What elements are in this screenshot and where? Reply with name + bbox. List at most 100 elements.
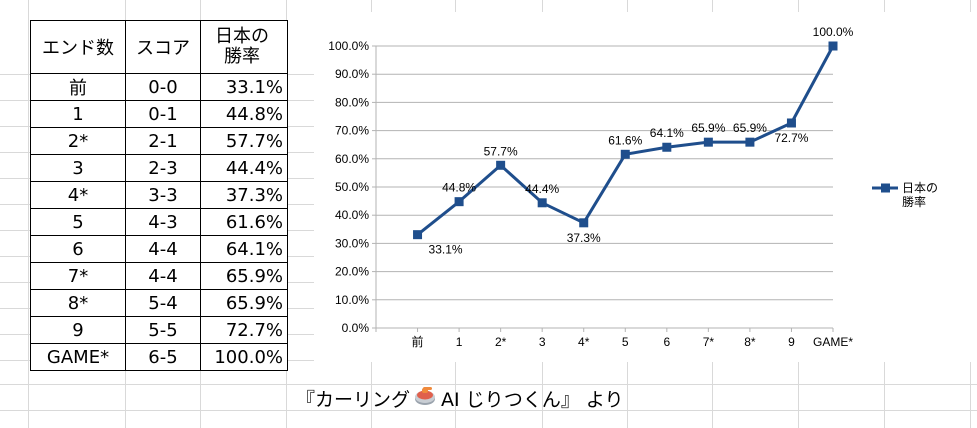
cell-end: 6 <box>30 235 126 263</box>
table-row: 5 4-3 61.6% <box>30 208 288 236</box>
cell-rate: 61.6% <box>200 208 288 236</box>
header-rate-line2: 勝率 <box>224 46 260 67</box>
x-tick-label: 7* <box>703 335 715 349</box>
data-point <box>413 230 423 240</box>
cell-rate: 65.9% <box>200 262 288 290</box>
y-tick-label: 90.0% <box>335 67 369 81</box>
data-point <box>828 41 838 51</box>
cell-rate: 37.3% <box>200 181 288 209</box>
table-row: 8* 5-4 65.9% <box>30 289 288 317</box>
x-tick-label: 前 <box>412 334 424 349</box>
cell-rate: 57.7% <box>200 127 288 155</box>
cell-score: 4-4 <box>125 235 201 263</box>
cell-end: 4* <box>30 181 126 209</box>
x-tick-label: GAME* <box>813 335 853 349</box>
cell-score: 2-3 <box>125 154 201 182</box>
win-rate-chart: 0.0% 10.0% 20.0% 30.0% 40.0% 50.0% 60.0% 70.0% 8… <box>314 12 977 362</box>
cell-end: 8* <box>30 289 126 317</box>
table-row: 3 2-3 44.4% <box>30 154 288 182</box>
cell-rate: 44.8% <box>200 100 288 128</box>
data-label: 37.3% <box>567 231 601 245</box>
cell-end: 5 <box>30 208 126 236</box>
y-tick-label: 80.0% <box>335 95 369 109</box>
header-score: スコア <box>125 20 201 74</box>
data-point <box>662 142 672 152</box>
table-row: 2* 2-1 57.7% <box>30 127 288 155</box>
cell-score: 6-5 <box>125 343 201 371</box>
cell-score: 4-3 <box>125 208 201 236</box>
cell-end: 1 <box>30 100 126 128</box>
x-tick-label: 4* <box>578 335 590 349</box>
table-row: 9 5-5 72.7% <box>30 316 288 344</box>
cell-rate: 100.0% <box>200 343 288 371</box>
y-tick-label: 10.0% <box>335 293 369 307</box>
y-tick-label: 70.0% <box>335 124 369 138</box>
data-label: 57.7% <box>484 144 518 158</box>
x-tick-label: 6 <box>663 335 670 349</box>
cell-score: 5-5 <box>125 316 201 344</box>
x-tick-label: 1 <box>456 335 463 349</box>
cell-rate: 65.9% <box>200 289 288 317</box>
table-row: 7* 4-4 65.9% <box>30 262 288 290</box>
cell-rate: 64.1% <box>200 235 288 263</box>
data-label: 72.7% <box>774 131 808 145</box>
data-point <box>537 198 547 208</box>
legend-marker <box>881 183 890 193</box>
curling-stone-icon <box>414 386 436 411</box>
caption-prefix: 『カーリング <box>296 388 411 411</box>
cell-end: 3 <box>30 154 126 182</box>
legend-label: 勝率 <box>902 194 926 209</box>
table-row: GAME* 6-5 100.0% <box>30 343 288 371</box>
cell-score: 5-4 <box>125 289 201 317</box>
data-point <box>703 137 713 147</box>
y-tick-label: 50.0% <box>335 180 369 194</box>
y-tick-label: 40.0% <box>335 208 369 222</box>
data-point <box>496 160 506 170</box>
y-tick-label: 0.0% <box>342 321 370 335</box>
cell-score: 0-1 <box>125 100 201 128</box>
y-tick-label: 20.0% <box>335 265 369 279</box>
y-tick-label: 100.0% <box>328 39 369 53</box>
data-label: 44.8% <box>442 181 476 195</box>
data-label: 65.9% <box>733 121 767 135</box>
data-point <box>745 137 755 147</box>
cell-end: 2* <box>30 127 126 155</box>
header-rate: 日本の 勝率 <box>200 20 288 74</box>
x-tick-label: 2* <box>495 335 507 349</box>
cell-rate: 44.4% <box>200 154 288 182</box>
y-tick-label: 30.0% <box>335 236 369 250</box>
cell-score: 2-1 <box>125 127 201 155</box>
x-tick-label: 5 <box>622 335 629 349</box>
x-tick-label: 3 <box>539 335 546 349</box>
x-tick-label: 8* <box>744 335 756 349</box>
y-tick-label: 60.0% <box>335 152 369 166</box>
data-point <box>454 197 464 207</box>
caption: 『カーリング AI じりつくん』 より <box>296 384 736 412</box>
legend-label: 日本の <box>902 181 938 195</box>
data-point <box>620 149 630 159</box>
data-label: 61.6% <box>608 133 642 147</box>
data-label: 44.4% <box>525 182 559 196</box>
data-point <box>786 118 796 128</box>
data-label: 33.1% <box>429 243 463 257</box>
x-tick-label: 9 <box>788 335 795 349</box>
table-row: 4* 3-3 37.3% <box>30 181 288 209</box>
table-row: 前 0-0 33.1% <box>30 73 288 101</box>
cell-rate: 72.7% <box>200 316 288 344</box>
cell-end: 9 <box>30 316 126 344</box>
table-row: 1 0-1 44.8% <box>30 100 288 128</box>
data-label: 100.0% <box>813 25 854 39</box>
header-end: エンド数 <box>30 20 126 74</box>
cell-end: 前 <box>30 73 126 101</box>
caption-suffix: AI じりつくん』 より <box>441 388 624 411</box>
cell-end: GAME* <box>30 343 126 371</box>
cell-score: 0-0 <box>125 73 201 101</box>
data-label: 65.9% <box>691 121 725 135</box>
table-header-row: エンド数 スコア 日本の 勝率 <box>30 20 288 74</box>
data-point <box>579 218 589 228</box>
cell-score: 4-4 <box>125 262 201 290</box>
data-label: 64.1% <box>650 126 684 140</box>
table-row: 6 4-4 64.1% <box>30 235 288 263</box>
cell-rate: 33.1% <box>200 73 288 101</box>
header-rate-line1: 日本の <box>215 26 269 47</box>
